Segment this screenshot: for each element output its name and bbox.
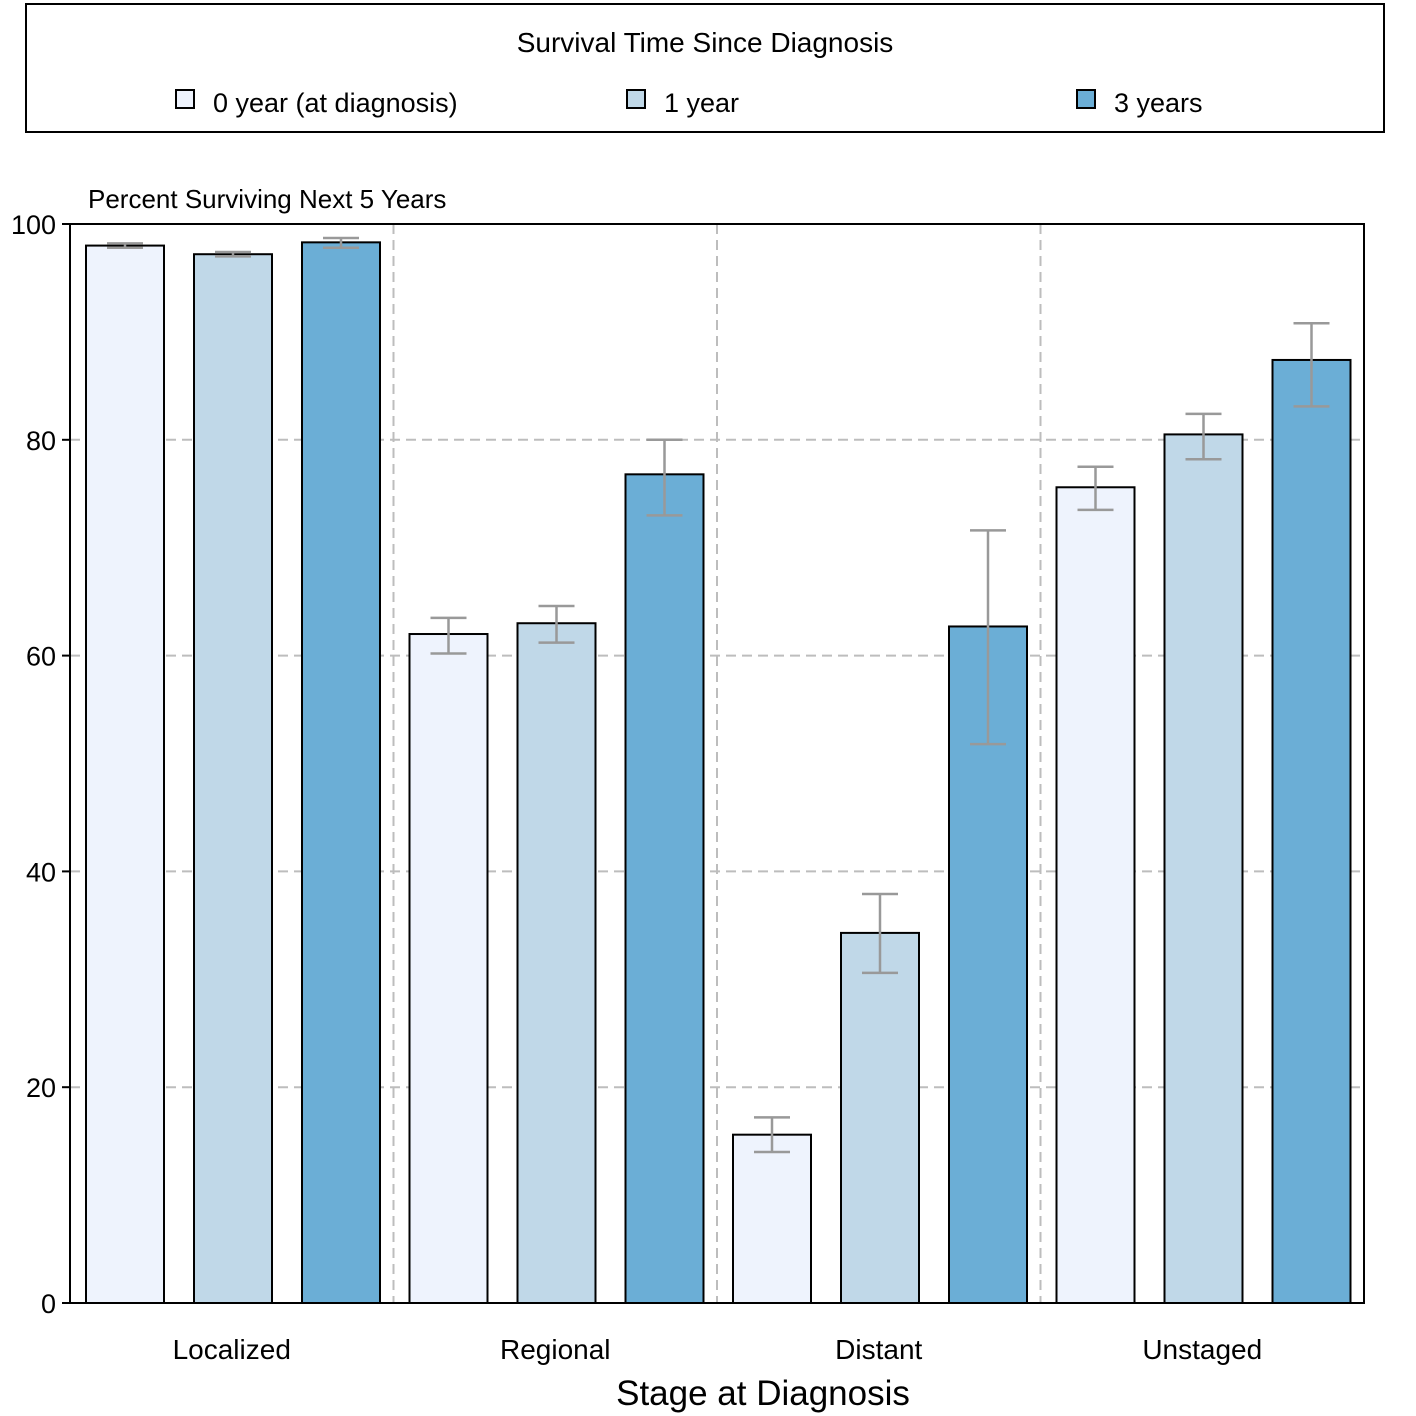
category-label-localized: Localized [173,1334,291,1365]
legend: Survival Time Since Diagnosis 0 year (at… [25,3,1385,133]
bar-unstaged-series-0 [1055,486,1136,1304]
errorbar-unstaged-series-1 [1185,412,1222,461]
legend-swatch-0-year [175,89,195,109]
errorbar-distant-series-1 [862,892,898,975]
bar-localized-series-2 [301,241,381,1304]
y-axis-ticks: 0 20 40 60 80 100 [11,210,70,1319]
y-tick-label-80: 80 [26,426,56,456]
legend-label-0-year: 0 year (at diagnosis) [213,87,458,118]
y-tick-label-100: 100 [11,210,56,240]
errorbar-unstaged-series-2 [1293,322,1330,408]
legend-label-1-year: 1 year [664,87,740,118]
error-bars [107,236,1330,1154]
y-tick-label-60: 60 [26,642,56,672]
y-tick-label-0: 0 [41,1289,56,1319]
legend-title: Survival Time Since Diagnosis [516,27,894,58]
errorbar-localized-series-0 [107,242,143,249]
category-label-distant: Distant [835,1334,922,1365]
errorbar-unstaged-series-0 [1077,465,1114,512]
bar-regional-series-0 [408,633,489,1304]
y-axis-title: Percent Surviving Next 5 Years [88,184,446,214]
errorbar-regional-series-2 [646,438,683,517]
y-tick-label-20: 20 [26,1073,56,1103]
bar-regional-series-2 [624,473,705,1304]
x-axis-title: Stage at Diagnosis [616,1374,910,1413]
category-label-regional: Regional [500,1334,611,1365]
x-axis-categories: Localized Regional Distant Unstaged [173,1334,1263,1365]
bars [85,241,1352,1305]
plot-frame [69,223,1365,1304]
bar-localized-series-1 [193,253,273,1304]
bar-distant-series-1 [840,931,920,1304]
grid [70,224,1364,1303]
errorbar-localized-series-1 [215,250,251,258]
legend-item-0-year: 0 year (at diagnosis) [175,87,458,119]
bar-unstaged-series-2 [1271,358,1352,1305]
bar-distant-series-0 [732,1133,812,1305]
legend-item-1-year: 1 year [626,87,739,119]
errorbar-regional-series-1 [538,604,575,644]
category-label-unstaged: Unstaged [1142,1334,1262,1365]
legend-item-3-years: 3 years [1076,87,1203,119]
y-tick-label-40: 40 [26,857,56,887]
legend-swatch-1-year [626,89,646,109]
bar-localized-series-0 [85,244,165,1305]
bar-regional-series-1 [516,622,597,1304]
errorbar-regional-series-0 [430,616,467,655]
legend-swatch-3-years [1076,89,1096,109]
legend-label-3-years: 3 years [1114,87,1203,118]
bar-unstaged-series-1 [1163,433,1244,1304]
errorbar-distant-series-0 [754,1116,790,1154]
errorbar-distant-series-2 [970,529,1006,746]
errorbar-localized-series-2 [323,236,359,249]
